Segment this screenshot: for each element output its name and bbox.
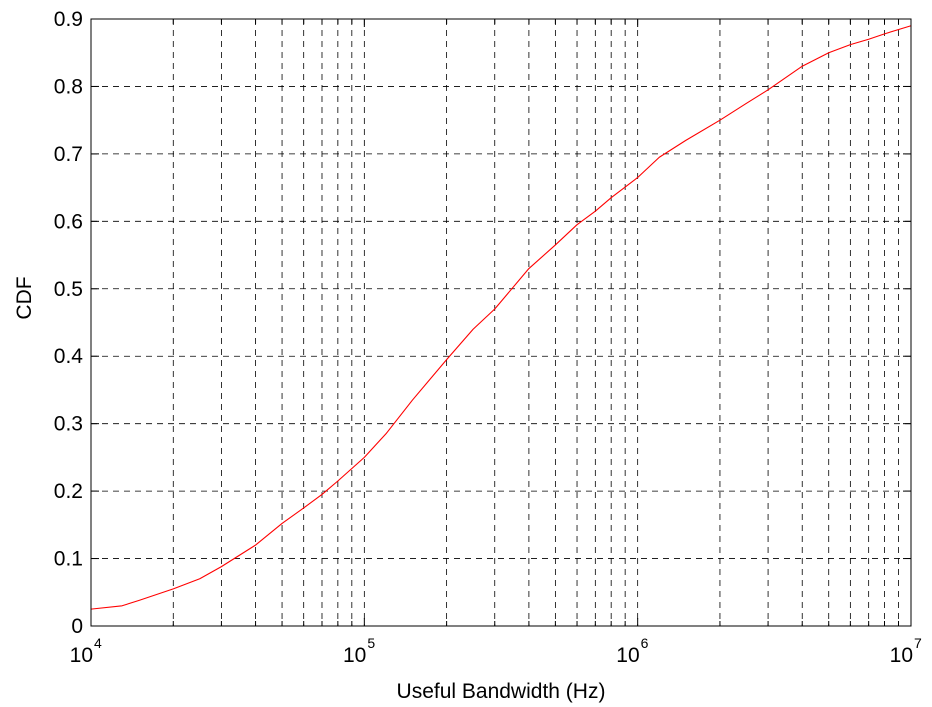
x-tick-label-base: 10	[70, 644, 93, 667]
x-tick-label-base: 10	[343, 644, 366, 667]
cdf-series-line	[90, 25, 912, 610]
x-tick-label: 105	[343, 635, 375, 667]
x-tick-label-exponent: 5	[367, 635, 375, 651]
x-tick-label: 107	[890, 635, 922, 667]
series-layer	[90, 25, 912, 610]
y-tick-label: 0.2	[54, 480, 83, 503]
y-tick-labels: 0 0.1 0.2 0.3 0.4 0.5 0.6 0.7 0.8 0.9	[54, 8, 84, 638]
x-tick-label: 106	[616, 635, 648, 667]
x-tick-label-exponent: 7	[914, 635, 922, 651]
y-axis-label: CDF	[13, 276, 36, 319]
y-tick-label: 0.9	[54, 8, 83, 31]
y-tick-label: 0.1	[54, 548, 83, 571]
x-axis-label: Useful Bandwidth (Hz)	[397, 680, 606, 703]
y-tick-label: 0.6	[54, 210, 83, 233]
x-tick-label: 104	[70, 635, 102, 667]
grid	[91, 19, 911, 626]
tick-marks	[90, 18, 912, 627]
y-tick-label: 0.8	[54, 75, 83, 98]
y-tick-label: 0.4	[54, 345, 84, 368]
y-tick-label: 0	[71, 615, 83, 638]
x-tick-label-base: 10	[616, 644, 639, 667]
x-tick-label-exponent: 4	[94, 635, 102, 651]
x-tick-label-exponent: 6	[641, 635, 649, 651]
y-tick-label: 0.5	[54, 278, 83, 301]
y-tick-label: 0.7	[54, 143, 83, 166]
plot-frame	[90, 18, 912, 627]
y-tick-label: 0.3	[54, 413, 83, 436]
x-tick-label-base: 10	[890, 644, 913, 667]
